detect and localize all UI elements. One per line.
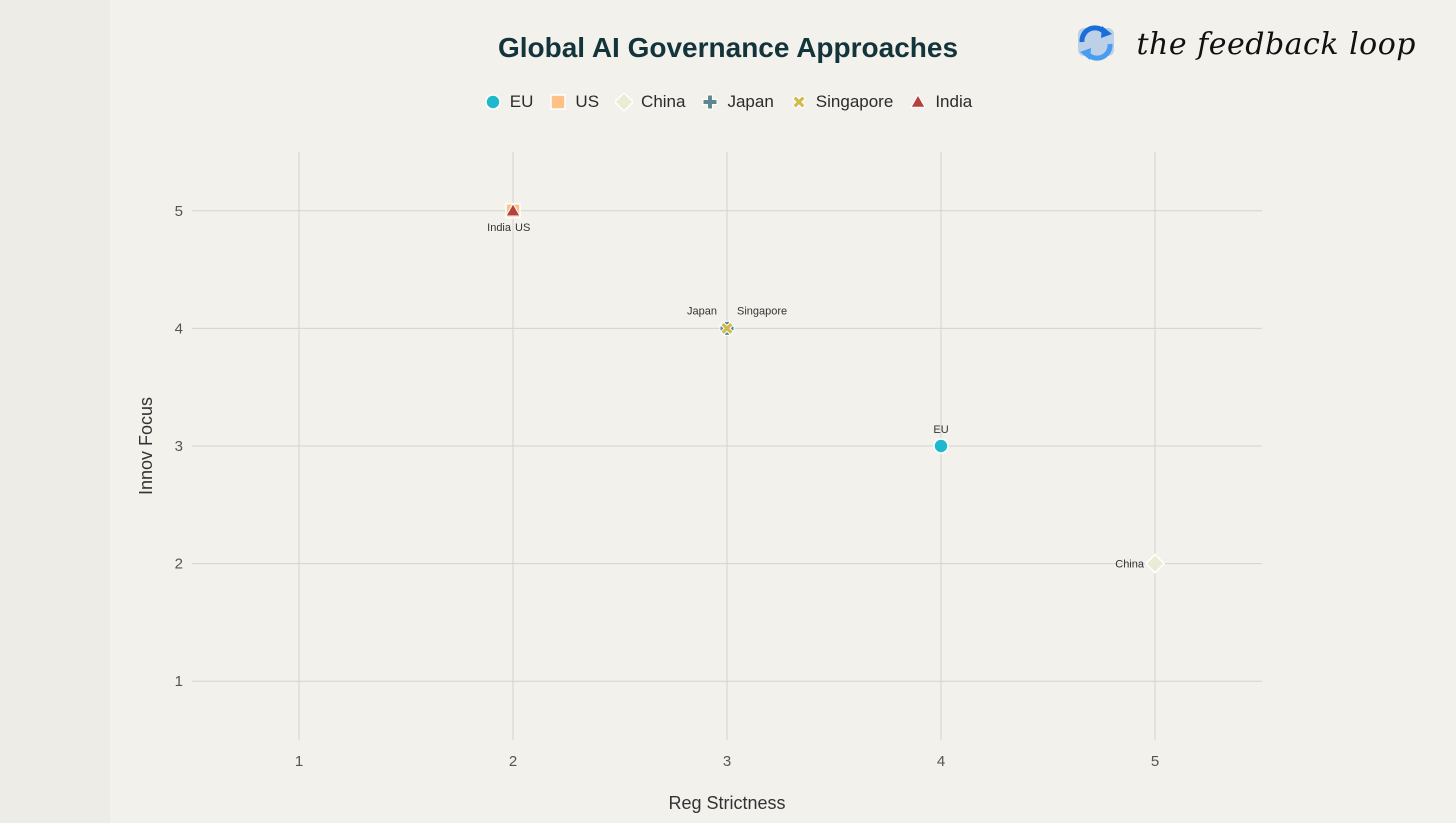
- y-axis-label: Innov Focus: [136, 397, 156, 495]
- legend-label: EU: [509, 92, 534, 111]
- legend-label: US: [575, 92, 600, 111]
- data-point: [1144, 553, 1166, 574]
- legend-marker: [910, 93, 927, 108]
- legend-item[interactable]: EU: [484, 92, 534, 112]
- y-tick-label: 2: [175, 556, 183, 573]
- x-tick-label: 1: [295, 753, 303, 770]
- y-tick-label: 5: [175, 203, 183, 220]
- x-axis-label: Reg Strictness: [668, 793, 785, 813]
- y-tick-label: 1: [175, 673, 183, 690]
- left-margin-strip: [0, 0, 110, 823]
- data-point: [505, 203, 521, 219]
- x-tick-label: 5: [1151, 753, 1159, 770]
- chart-title: Global AI Governance Approaches: [497, 32, 959, 63]
- legend-item[interactable]: China: [615, 92, 685, 112]
- legend-item[interactable]: Japan: [701, 92, 774, 112]
- point-label: Japan: [687, 305, 717, 317]
- y-tick-label: 3: [175, 438, 183, 455]
- legend-label: India: [935, 92, 973, 111]
- grid-lines: [192, 152, 1262, 740]
- legend-symbol: [550, 94, 567, 110]
- legend-symbol: [702, 94, 718, 110]
- legend-symbol: [791, 95, 806, 109]
- brand-logo: the feedback loop: [1074, 22, 1416, 67]
- brand-text: the feedback loop: [1136, 27, 1416, 62]
- legend-item[interactable]: US: [549, 92, 599, 112]
- x-tick-label: 2: [509, 753, 517, 770]
- legend-label: Japan: [727, 92, 774, 111]
- tick-labels: 1 2 3 4 5 1 2 3 4 5: [175, 203, 1160, 770]
- refresh-arrows-icon: [1074, 22, 1118, 67]
- chart-legend: EU US China Japan Singapore India: [0, 92, 1456, 112]
- point-label: Singapore: [737, 305, 787, 317]
- point-label: US: [515, 222, 530, 234]
- data-point: [933, 438, 949, 454]
- data-point: [505, 202, 521, 217]
- y-tick-label: 4: [175, 320, 183, 337]
- x-tick-label: 3: [723, 753, 731, 770]
- data-points: [505, 202, 1166, 574]
- legend-marker: [485, 94, 501, 110]
- point-label: India: [487, 222, 512, 234]
- point-labels: EU US China Japan Singapore India: [487, 222, 1145, 571]
- x-tick-label: 4: [937, 753, 945, 770]
- legend-item[interactable]: India: [909, 92, 972, 112]
- legend-marker: [702, 94, 718, 110]
- legend-marker: [615, 93, 634, 111]
- legend-label: Singapore: [815, 92, 894, 111]
- data-point: [720, 321, 734, 336]
- legend-symbol: [910, 93, 927, 108]
- legend-symbol: [485, 94, 501, 110]
- legend-marker: [791, 95, 806, 109]
- legend-label: China: [641, 92, 686, 111]
- point-label: China: [1115, 559, 1145, 571]
- data-point: [719, 320, 735, 336]
- legend-symbol: [615, 93, 634, 111]
- legend-marker: [550, 94, 567, 110]
- legend-item[interactable]: Singapore: [790, 92, 894, 112]
- point-label: EU: [933, 424, 948, 436]
